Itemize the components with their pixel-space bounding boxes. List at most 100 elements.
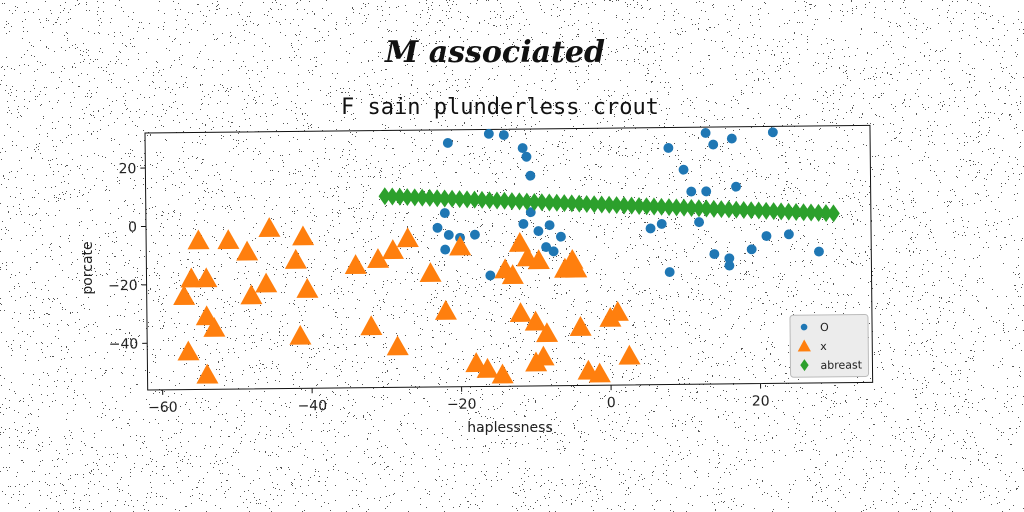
legend-marker <box>800 359 809 372</box>
scatter-point-circle <box>544 220 555 231</box>
scatter-point-diamond <box>774 202 788 221</box>
scatter-point-diamond <box>632 196 646 215</box>
scatter-point-circle <box>694 217 705 228</box>
scatter-point-diamond <box>744 201 758 220</box>
chart-title: F sain plunderless crout <box>341 95 659 120</box>
legend-label: x <box>820 340 827 353</box>
scatter-point-circle <box>442 138 453 148</box>
scatter-point-triangle <box>344 254 367 275</box>
scatter-point-diamond <box>453 190 466 209</box>
scatter-point-diamond <box>520 192 534 211</box>
scatter-point-triangle <box>434 299 457 320</box>
scatter-point-diamond <box>468 190 481 209</box>
scatter-point-diamond <box>715 200 728 219</box>
plot-area: −60 −40 −20 0 20 −40 −20 0 20 Ox abreast <box>108 124 874 416</box>
scatter-point-triangle <box>195 305 218 326</box>
scatter-point-circle <box>517 143 528 153</box>
scatter-point-diamond <box>655 197 668 216</box>
scatter-point-circle <box>525 170 536 181</box>
scatter-point-triangle <box>173 285 196 306</box>
scatter-point-triangle <box>240 284 263 305</box>
scatter-point-triangle <box>419 262 442 283</box>
scatter-point-circle <box>761 231 772 241</box>
scatter-point-circle <box>440 244 451 255</box>
scatter-point-triangle <box>195 267 218 288</box>
legend: Ox abreast <box>789 313 870 378</box>
scatter-point-diamond <box>423 188 437 207</box>
scatter-point-diamond <box>430 189 444 208</box>
scatter-point-circle <box>664 267 675 278</box>
x-tick-label: 20 <box>752 393 770 409</box>
scatter-point-triangle <box>476 357 499 378</box>
scatter-point-triangle <box>217 229 240 250</box>
x-tick-label: 0 <box>607 395 616 411</box>
x-axis-label: haplessness <box>467 420 553 436</box>
scatter-point-circle <box>469 229 480 240</box>
scatter-point-diamond <box>707 199 721 218</box>
scatter-point-diamond <box>438 189 451 208</box>
scatter-point-circle <box>724 253 735 264</box>
chart-marks <box>173 127 840 384</box>
scatter-point-circle <box>533 226 544 237</box>
scatter-point-circle <box>663 143 674 153</box>
legend-label: abreast <box>820 358 862 371</box>
scatter-point-triangle <box>396 227 419 248</box>
legend-marker <box>797 339 811 352</box>
scatter-point-diamond <box>543 193 556 212</box>
scatter-point-diamond <box>580 194 594 213</box>
x-tick-label: −20 <box>447 397 477 413</box>
scatter-point-triangle <box>532 345 555 366</box>
scatter-point-triangle <box>196 363 219 384</box>
scatter-point-triangle <box>284 248 307 269</box>
scatter-point-circle <box>726 133 737 144</box>
scatter-point-circle <box>521 151 532 162</box>
y-tick-label: 0 <box>128 220 137 236</box>
scatter-point-circle <box>709 249 720 260</box>
axis-ticks: −60 −40 −20 0 20 −40 −20 0 20 <box>108 161 770 416</box>
scatter-point-diamond <box>513 192 526 211</box>
scatter-point-circle <box>432 222 443 233</box>
scatter-point-diamond <box>782 202 795 221</box>
scatter-point-triangle <box>381 239 404 260</box>
scatter-point-triangle <box>501 264 524 285</box>
legend-box <box>789 313 870 378</box>
scatter-point-circle <box>724 260 735 271</box>
scatter-point-triangle <box>606 301 629 321</box>
scatter-point-triangle <box>509 302 532 322</box>
y-tick-label: −20 <box>108 278 138 294</box>
scatter-point-triangle <box>565 257 588 278</box>
scatter-point-triangle <box>367 248 390 268</box>
scatter-point-diamond <box>737 200 751 219</box>
scatter-point-diamond <box>677 198 691 217</box>
scatter-point-diamond <box>565 194 579 213</box>
scatter-point-diamond <box>812 203 825 222</box>
scatter-point-triangle <box>258 217 281 237</box>
scatter-point-diamond <box>767 202 780 221</box>
scatter-point-circle <box>746 244 757 255</box>
scatter-point-diamond <box>386 187 399 206</box>
scatter-point-triangle <box>177 340 200 361</box>
scatter-point-circle <box>731 181 742 192</box>
y-tick-label: −40 <box>109 336 139 352</box>
scatter-point-circle <box>548 246 559 257</box>
scatter-point-diamond <box>804 203 818 222</box>
scatter-point-diamond <box>378 187 392 206</box>
scatter-point-diamond <box>670 198 683 217</box>
scatter-point-diamond <box>797 203 810 222</box>
scatter-point-circle <box>814 246 824 257</box>
scatter-point-diamond <box>415 188 429 207</box>
x-tick-label: −40 <box>297 398 327 414</box>
scatter-point-triangle <box>527 249 550 270</box>
scatter-point-diamond <box>393 187 407 206</box>
scatter-point-circle <box>656 219 667 229</box>
scatter-point-triangle <box>536 322 559 343</box>
scatter-point-triangle <box>255 272 278 293</box>
legend-marker <box>800 323 808 331</box>
scatter-point-circle <box>439 208 450 219</box>
scatter-point-diamond <box>685 198 698 217</box>
scatter-point-triangle <box>588 362 611 383</box>
scatter-point-circle <box>686 186 697 197</box>
scatter-point-circle <box>645 223 656 234</box>
